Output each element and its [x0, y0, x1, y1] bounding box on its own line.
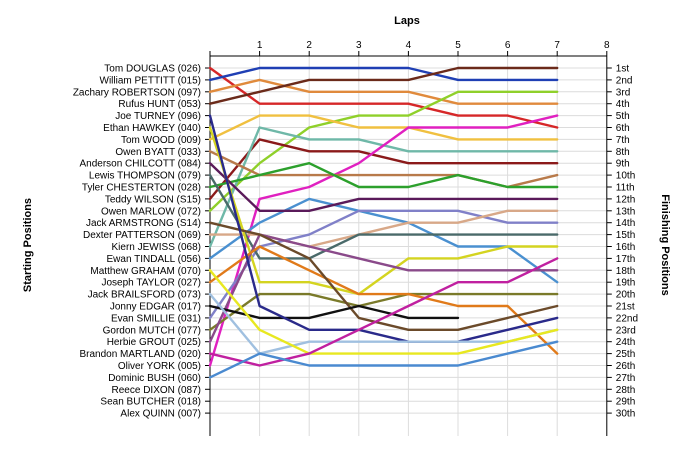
starting-position-label: Alex QUINN (007) [120, 409, 201, 420]
finishing-position-label: 3rd [616, 87, 630, 98]
series-line [208, 269, 559, 355]
series-layer [208, 66, 559, 379]
starting-position-label: Gordon MUTCH (077) [103, 325, 201, 336]
finishing-position-label: 9th [616, 159, 630, 170]
series-line [208, 209, 559, 320]
starting-position-label: Owen BYATT (033) [115, 147, 201, 158]
series-line [208, 233, 559, 343]
starting-position-label: Lewis THOMPSON (079) [89, 171, 201, 182]
series-line [208, 161, 559, 189]
lap-tick-label: 5 [455, 40, 461, 51]
starting-position-label: Tom WOOD (009) [121, 135, 201, 146]
series-line [208, 173, 559, 260]
series-line [208, 221, 559, 331]
finishing-position-label: 8th [616, 147, 630, 158]
finishing-position-label: 2nd [616, 75, 633, 86]
finishing-position-label: 28th [616, 385, 635, 396]
lap-tick-label: 6 [505, 40, 511, 51]
starting-position-label: William PETTITT (015) [100, 75, 202, 86]
starting-position-label: Kiern JEWISS (068) [112, 242, 201, 253]
starting-position-label: Dexter PATTERSON (069) [83, 230, 201, 241]
y-axis-right-title: Finishing Positions [659, 194, 671, 295]
starting-position-label: Jonny EDGAR (017) [110, 302, 201, 313]
series-line [208, 197, 559, 284]
starting-position-label: Ethan HAWKEY (040) [103, 123, 201, 134]
starting-position-label: Brandon MARTLAND (020) [79, 349, 201, 360]
series-line [208, 114, 559, 141]
starting-position-label: Evan SMILLIE (031) [111, 313, 201, 324]
starting-position-label: Jack ARMSTRONG (S14) [86, 218, 201, 229]
starting-position-label: Zachary ROBERTSON (097) [73, 87, 201, 98]
series-line [208, 114, 559, 367]
x-axis-title: Laps [394, 15, 420, 27]
starting-position-label: Ewan TINDALL (056) [107, 254, 202, 265]
y-axis-left-title: Starting Positions [22, 198, 34, 292]
starting-position-label: Oliver YORK (005) [118, 361, 201, 372]
lap-tick-label: 2 [306, 40, 312, 51]
series-line [208, 126, 559, 296]
series-line [208, 90, 559, 213]
series-line [208, 114, 559, 343]
lap-tick-label: 1 [257, 40, 263, 51]
starting-position-label: Dominic BUSH (060) [108, 373, 201, 384]
finishing-position-label: 30th [616, 409, 635, 420]
label-layer: 1 2 3 4 5 6 7 8 Tom DOUGLAS (026)William PETTITT… [73, 40, 638, 420]
series-line [208, 304, 460, 320]
starting-position-label: Teddy WILSON (S15) [105, 194, 201, 205]
starting-position-label: Tyler CHESTERTON (028) [82, 183, 201, 194]
starting-position-label: Jack BRAILSFORD (073) [88, 290, 201, 301]
finishing-position-label: 11th [616, 183, 635, 194]
finishing-position-label: 5th [616, 111, 630, 122]
lap-tick-label: 7 [554, 40, 560, 51]
series-line [208, 161, 559, 213]
finishing-position-label: 23rd [616, 325, 636, 336]
starting-position-label: Matthew GRAHAM (070) [90, 266, 201, 277]
finishing-position-label: 16th [616, 242, 635, 253]
starting-position-label: Sean BUTCHER (018) [100, 397, 201, 408]
series-line [208, 245, 559, 355]
finishing-position-label: 20th [616, 290, 635, 301]
finishing-position-label: 4th [616, 99, 630, 110]
lap-tick-label: 4 [406, 40, 412, 51]
starting-position-label: Rufus HUNT (053) [118, 99, 201, 110]
finishing-position-label: 21st [616, 302, 635, 313]
starting-position-label: Joe TURNEY (096) [115, 111, 201, 122]
finishing-position-label: 26th [616, 361, 635, 372]
finishing-position-label: 14th [616, 218, 635, 229]
finishing-position-label: 18th [616, 266, 635, 277]
series-line [208, 292, 559, 331]
series-line [208, 138, 559, 201]
series-line [208, 292, 559, 355]
finishing-position-label: 22nd [616, 313, 638, 324]
starting-position-label: Anderson CHILCOTT (084) [79, 159, 201, 170]
finishing-position-label: 17th [616, 254, 635, 265]
finishing-position-label: 29th [616, 397, 635, 408]
series-line [208, 66, 559, 82]
series-line [208, 78, 559, 105]
starting-position-label: Tom DOUGLAS (026) [104, 64, 201, 75]
lap-tick-label: 8 [604, 40, 610, 51]
finishing-position-label: 13th [616, 206, 635, 217]
finishing-position-label: 1st [616, 64, 630, 75]
starting-position-label: Herbie GROUT (025) [107, 337, 201, 348]
finishing-position-label: 6th [616, 123, 630, 134]
starting-position-label: Owen MARLOW (072) [101, 206, 201, 217]
lap-tick-label: 3 [356, 40, 362, 51]
finishing-position-label: 19th [616, 278, 635, 289]
finishing-position-label: 24th [616, 337, 635, 348]
starting-position-label: Joseph TAYLOR (027) [102, 278, 202, 289]
series-line [208, 66, 559, 105]
finishing-position-label: 27th [616, 373, 635, 384]
finishing-position-label: 10th [616, 171, 635, 182]
series-line [208, 257, 559, 367]
finishing-position-label: 25th [616, 349, 635, 360]
series-line [208, 66, 559, 129]
finishing-position-label: 7th [616, 135, 630, 146]
starting-position-label: Reece DIXON (087) [112, 385, 201, 396]
finishing-position-label: 15th [616, 230, 635, 241]
finishing-position-label: 12th [616, 194, 635, 205]
series-line [208, 340, 559, 379]
